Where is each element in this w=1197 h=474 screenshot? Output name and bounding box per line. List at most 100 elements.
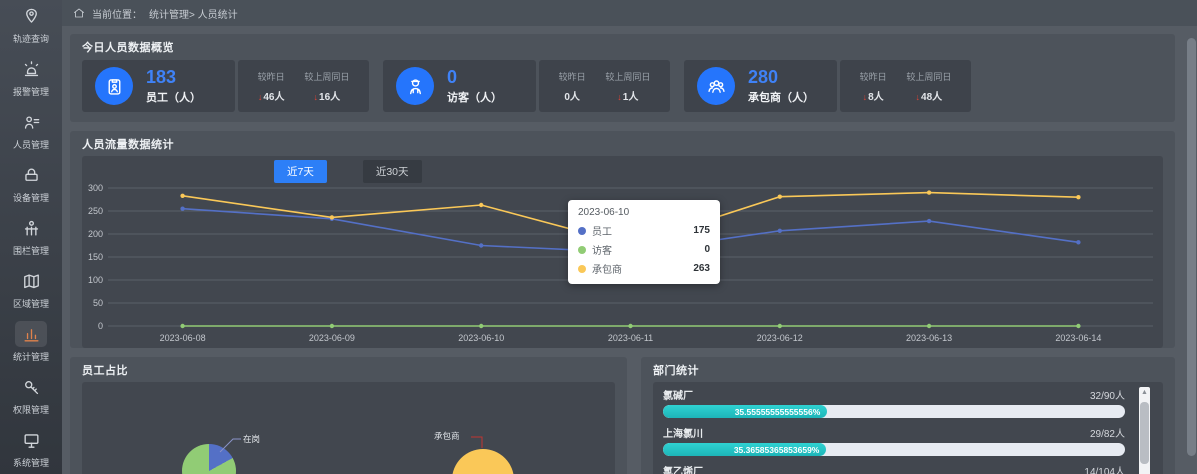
sidebar-item-label: 设备管理: [12, 193, 49, 203]
pie-slice-label-contractor: 承包商: [434, 431, 460, 441]
svg-text:2023-06-12: 2023-06-12: [757, 333, 803, 343]
department-bar-fill: 35.55555555555556%: [663, 405, 828, 418]
tab-last-30-days[interactable]: 近30天: [362, 160, 422, 183]
breadcrumb-location-label: 当前位置：: [92, 9, 142, 21]
sidebar-item-label: 轨迹查询: [12, 34, 49, 44]
down-arrow-icon: ↓: [257, 91, 263, 102]
compare-col: 较上周同日 ↓1人: [605, 70, 650, 103]
compare-col: 较昨日 ↓46人: [258, 70, 285, 103]
stat-card: 280 承包商（人）: [684, 60, 837, 112]
stat-card: 0 访客（人）: [383, 60, 536, 112]
sidebar-item-label: 系统管理: [12, 458, 49, 468]
department-bar-fill: 35.36585365853659%: [663, 443, 827, 456]
svg-text:100: 100: [88, 275, 103, 285]
department-count: 32/90人: [1089, 391, 1125, 402]
system-icon: [23, 433, 39, 448]
compare-label: 较上周同日: [906, 71, 952, 82]
svg-text:2023-06-09: 2023-06-09: [309, 333, 355, 343]
departments-scrollbar-thumb[interactable]: [1140, 402, 1149, 464]
stat-label: 承包商（人）: [748, 91, 814, 104]
svg-text:50: 50: [93, 298, 103, 308]
flow-panel: 人员流量数据统计 近7天 近30天 0 50 100 150 200 250 300 2023…: [70, 131, 1175, 348]
svg-text:2023-06-10: 2023-06-10: [458, 333, 504, 343]
device-icon: [24, 168, 38, 181]
compare-label: 较昨日: [859, 71, 887, 82]
pie-slice-label-on-duty: 在岗: [243, 434, 261, 444]
tooltip-series-name: 承包商: [592, 265, 622, 276]
personnel-icon: [24, 115, 39, 129]
department-row: 氯碱厂 32/90人 35.55555555555556%: [663, 387, 1125, 418]
sidebar-item-system[interactable]: 系统管理: [0, 422, 62, 474]
stat-value: 280: [748, 66, 779, 87]
svg-text:300: 300: [88, 183, 103, 193]
chart-tooltip: 2023-06-10 员工 175 访客 0 承包商 263: [568, 200, 720, 284]
sidebar-item-region[interactable]: 区域管理: [0, 263, 62, 316]
route-icon: [25, 8, 37, 23]
series-dot-icon: [578, 226, 586, 235]
compare-value: ↓1人: [617, 91, 639, 103]
tooltip-row: 承包商 263: [578, 261, 710, 276]
stat-icon-circle: [95, 67, 133, 105]
sidebar-item-permission[interactable]: 权限管理: [0, 369, 62, 422]
alarm-icon: [24, 60, 38, 76]
sidebar-item-trajectory[interactable]: 轨迹查询: [0, 0, 62, 51]
sidebar-item-label: 权限管理: [12, 405, 49, 415]
stat-compare-card: 较昨日 0人 较上周同日 ↓1人: [539, 60, 670, 112]
tooltip-date: 2023-06-10: [578, 207, 630, 218]
department-rows: 氯碱厂 32/90人 35.55555555555556% 上海氯川 29/82…: [653, 382, 1163, 474]
compare-col: 较昨日 0人: [559, 70, 586, 103]
down-arrow-icon: ↓: [313, 91, 319, 102]
sidebar-item-label: 围栏管理: [12, 246, 49, 256]
employee-ratio-panel: 员工占比 在岗 承包商: [70, 357, 627, 474]
department-row: 氯乙烯厂 14/104人 13.461538461538462%: [663, 463, 1125, 474]
scroll-up-icon[interactable]: ▲: [1141, 389, 1148, 396]
tooltip-series-value: 175: [693, 225, 710, 236]
stat-compare-card: 较昨日 ↓8人 较上周同日 ↓48人: [840, 60, 971, 112]
stat-icon-circle: [697, 67, 735, 105]
stat-compare-card: 较昨日 ↓46人 较上周同日 ↓16人: [238, 60, 369, 112]
down-arrow-icon: ↓: [617, 91, 622, 102]
tooltip-row: 访客 0: [578, 242, 710, 257]
contractor-pie-chart[interactable]: [452, 449, 514, 474]
department-count: 29/82人: [1089, 429, 1125, 440]
stat-value: 183: [146, 66, 177, 87]
sidebar-item-personnel[interactable]: 人员管理: [0, 104, 62, 157]
department-name: 氯碱厂: [663, 391, 693, 402]
pie-leader-lines: [219, 436, 483, 453]
svg-text:0: 0: [98, 321, 103, 331]
tab-last-7-days[interactable]: 近7天: [274, 160, 327, 183]
sidebar-item-statistics[interactable]: 统计管理: [0, 316, 62, 369]
region-icon: [23, 273, 39, 288]
department-name: 上海氯川: [663, 429, 703, 440]
compare-label: 较上周同日: [605, 71, 651, 82]
down-arrow-icon: ↓: [862, 91, 868, 102]
department-percent-label: 35.55555555555556%: [734, 406, 821, 417]
sidebar-item-device[interactable]: 设备管理: [0, 157, 62, 210]
compare-label: 较昨日: [257, 71, 285, 82]
sidebar-item-alarm[interactable]: 报警管理: [0, 51, 62, 104]
tooltip-series-name: 访客: [592, 246, 612, 257]
stat-card-group-1: 0 访客（人） 较昨日 0人 较上周同日 ↓1人: [383, 60, 670, 112]
svg-text:2023-06-11: 2023-06-11: [608, 333, 653, 343]
svg-text:2023-06-13: 2023-06-13: [906, 333, 952, 343]
permission-icon: [24, 380, 38, 394]
employee-ratio-title: 员工占比: [82, 365, 128, 377]
sidebar-item-label: 人员管理: [12, 140, 49, 150]
stat-card-group-0: 183 员工（人） 较昨日 ↓46人 较上周同日 ↓16人: [82, 60, 369, 112]
sidebar-menu: 轨迹查询 报警管理 人员管理 设备管理 围栏管理 区域管理 统计管理 权限管理 …: [0, 0, 62, 474]
page-scrollbar[interactable]: [1187, 38, 1196, 456]
compare-value: ↓46人: [257, 91, 285, 103]
series-dot-icon: [578, 245, 586, 254]
home-icon[interactable]: [73, 7, 85, 19]
sidebar-item-fence[interactable]: 围栏管理: [0, 210, 62, 263]
stat-card-group-2: 280 承包商（人） 较昨日 ↓8人 较上周同日 ↓48人: [684, 60, 971, 112]
tooltip-rows: 员工 175 访客 0 承包商 263: [578, 223, 710, 276]
stat-icon-circle: [396, 67, 434, 105]
sidebar-item-label: 统计管理: [12, 352, 49, 362]
employee-ratio-chart-area[interactable]: 在岗 承包商: [82, 382, 615, 474]
stat-label: 员工（人）: [146, 91, 201, 104]
employee-pie-chart[interactable]: [182, 444, 236, 474]
compare-value: 0人: [564, 91, 580, 103]
departments-scrollbar[interactable]: ▲: [1139, 387, 1150, 474]
range-tabs: 近7天 近30天: [274, 160, 422, 183]
